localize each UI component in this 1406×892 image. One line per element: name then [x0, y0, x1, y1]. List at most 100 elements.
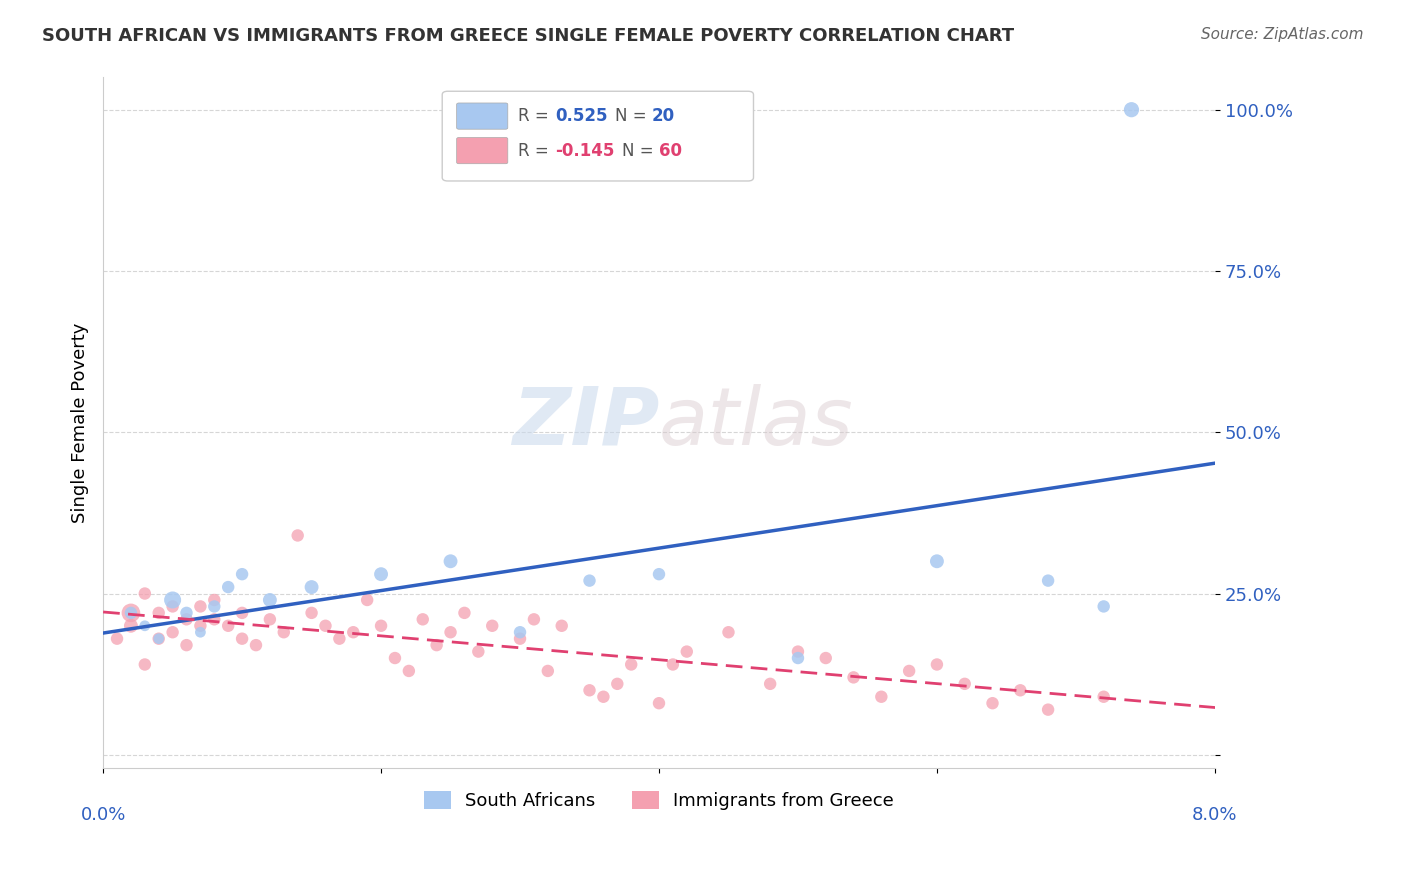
Point	[148, 606, 170, 620]
Point	[481, 619, 503, 633]
Text: 8.0%: 8.0%	[1192, 805, 1237, 823]
Point	[202, 599, 225, 614]
Point	[842, 670, 865, 684]
Text: N =: N =	[614, 107, 651, 125]
Point	[717, 625, 740, 640]
Point	[120, 606, 142, 620]
Text: ZIP: ZIP	[512, 384, 659, 461]
Point	[662, 657, 685, 672]
Point	[287, 528, 309, 542]
Point	[1010, 683, 1032, 698]
Point	[537, 664, 560, 678]
Point	[217, 580, 239, 594]
Point	[925, 554, 948, 568]
Point	[370, 567, 392, 582]
Point	[578, 683, 600, 698]
Point	[606, 677, 628, 691]
Point	[1092, 599, 1115, 614]
Text: R =: R =	[517, 107, 554, 125]
Point	[314, 619, 336, 633]
Point	[134, 657, 156, 672]
Text: 20: 20	[651, 107, 675, 125]
Point	[202, 593, 225, 607]
Point	[787, 651, 810, 665]
Text: 0.525: 0.525	[555, 107, 609, 125]
Point	[551, 619, 574, 633]
Point	[190, 599, 212, 614]
Point	[1036, 703, 1059, 717]
FancyBboxPatch shape	[443, 91, 754, 181]
Point	[176, 612, 198, 626]
Point	[675, 644, 697, 658]
Point	[342, 625, 364, 640]
Point	[120, 619, 142, 633]
Point	[1092, 690, 1115, 704]
Text: SOUTH AFRICAN VS IMMIGRANTS FROM GREECE SINGLE FEMALE POVERTY CORRELATION CHART: SOUTH AFRICAN VS IMMIGRANTS FROM GREECE …	[42, 27, 1014, 45]
Point	[412, 612, 434, 626]
Legend: South Africans, Immigrants from Greece: South Africans, Immigrants from Greece	[413, 780, 905, 821]
Text: Source: ZipAtlas.com: Source: ZipAtlas.com	[1201, 27, 1364, 42]
Point	[509, 625, 531, 640]
Text: R =: R =	[517, 142, 554, 160]
Point	[1036, 574, 1059, 588]
Point	[648, 696, 671, 710]
Point	[870, 690, 893, 704]
Y-axis label: Single Female Poverty: Single Female Poverty	[72, 322, 89, 523]
Point	[384, 651, 406, 665]
Point	[176, 638, 198, 652]
Point	[370, 619, 392, 633]
Point	[162, 593, 184, 607]
Point	[814, 651, 837, 665]
Point	[439, 625, 461, 640]
Point	[162, 625, 184, 640]
Point	[273, 625, 295, 640]
FancyBboxPatch shape	[457, 137, 508, 164]
Point	[134, 586, 156, 600]
Point	[120, 606, 142, 620]
Point	[231, 606, 253, 620]
Point	[148, 632, 170, 646]
Point	[509, 632, 531, 646]
Text: N =: N =	[623, 142, 659, 160]
Point	[231, 632, 253, 646]
Point	[787, 644, 810, 658]
Point	[620, 657, 643, 672]
Point	[356, 593, 378, 607]
Point	[439, 554, 461, 568]
Point	[981, 696, 1004, 710]
Point	[398, 664, 420, 678]
Point	[328, 632, 350, 646]
Point	[134, 619, 156, 633]
Text: 0.0%: 0.0%	[80, 805, 125, 823]
Text: -0.145: -0.145	[555, 142, 614, 160]
Point	[176, 606, 198, 620]
Point	[259, 593, 281, 607]
Text: atlas: atlas	[659, 384, 853, 461]
Text: 60: 60	[659, 142, 682, 160]
Point	[523, 612, 546, 626]
Point	[231, 567, 253, 582]
Point	[301, 606, 323, 620]
Point	[217, 619, 239, 633]
Point	[105, 632, 128, 646]
FancyBboxPatch shape	[457, 103, 508, 129]
Point	[1121, 103, 1143, 117]
Point	[453, 606, 475, 620]
Point	[578, 574, 600, 588]
Point	[592, 690, 614, 704]
Point	[426, 638, 449, 652]
Point	[759, 677, 782, 691]
Point	[953, 677, 976, 691]
Point	[190, 625, 212, 640]
Point	[467, 644, 489, 658]
Point	[259, 612, 281, 626]
Point	[162, 599, 184, 614]
Point	[190, 619, 212, 633]
Point	[898, 664, 921, 678]
Point	[648, 567, 671, 582]
Point	[148, 632, 170, 646]
Point	[301, 580, 323, 594]
Point	[925, 657, 948, 672]
Point	[202, 612, 225, 626]
Point	[245, 638, 267, 652]
